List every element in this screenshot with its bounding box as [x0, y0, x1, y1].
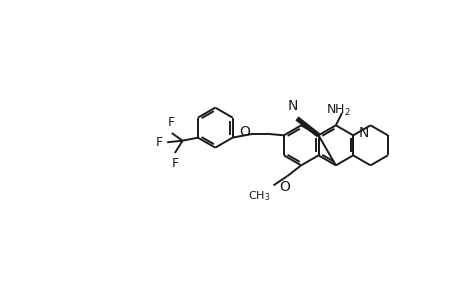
Text: NH$_2$: NH$_2$: [326, 103, 351, 118]
Text: O: O: [239, 125, 249, 139]
Text: F: F: [168, 116, 175, 129]
Text: F: F: [171, 157, 178, 170]
Text: CH$_3$: CH$_3$: [247, 189, 270, 203]
Text: F: F: [156, 136, 163, 149]
Text: N: N: [358, 126, 368, 140]
Text: N: N: [287, 99, 297, 113]
Text: O: O: [278, 180, 289, 194]
